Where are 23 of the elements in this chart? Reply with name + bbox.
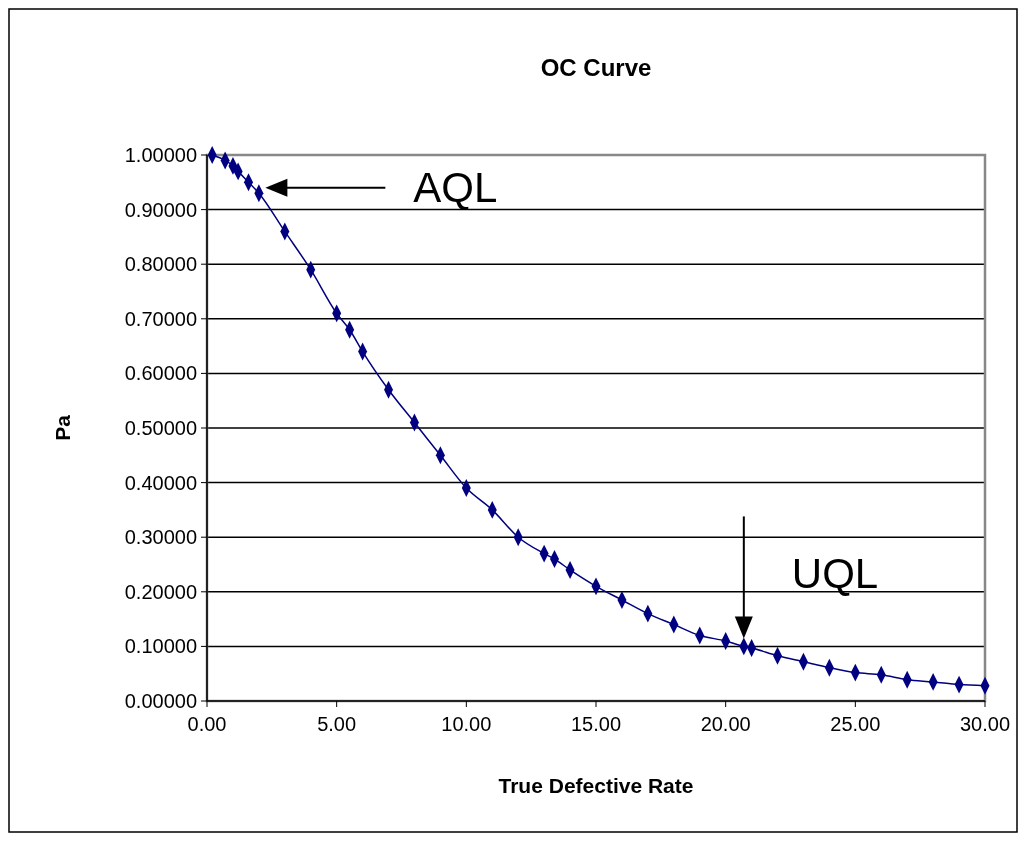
y-tick-label: 0.10000 [124,635,197,658]
x-tick-label: 25.00 [830,713,881,735]
y-tick-label: 0.60000 [124,362,197,385]
y-axis-title: Pa [51,414,74,441]
y-tick-label: 0.40000 [124,471,197,494]
chart-title: OC Curve [540,54,652,81]
y-tick-label: 0.90000 [124,198,197,221]
x-tick-label: 20.00 [700,713,751,735]
y-tick-label: 0.00000 [124,690,197,712]
x-tick-label: 15.00 [570,713,622,735]
x-tick-label: 5.00 [317,713,357,735]
y-tick-label: 0.50000 [124,417,197,439]
y-tick-label: 0.70000 [124,307,197,330]
x-axis-title: True Defective Rate [498,774,694,797]
annotation: UQL [791,550,879,598]
x-tick-label: 10.00 [441,713,492,735]
y-tick-label: 0.30000 [124,526,197,549]
y-tick-label: 0.20000 [124,580,197,603]
x-tick-label: 30.00 [959,713,1011,735]
x-tick-label: 0.00 [187,713,227,735]
y-tick-label: 1.00000 [124,144,197,166]
annotation: AQL [413,163,498,211]
y-tick-label: 0.80000 [124,253,197,276]
